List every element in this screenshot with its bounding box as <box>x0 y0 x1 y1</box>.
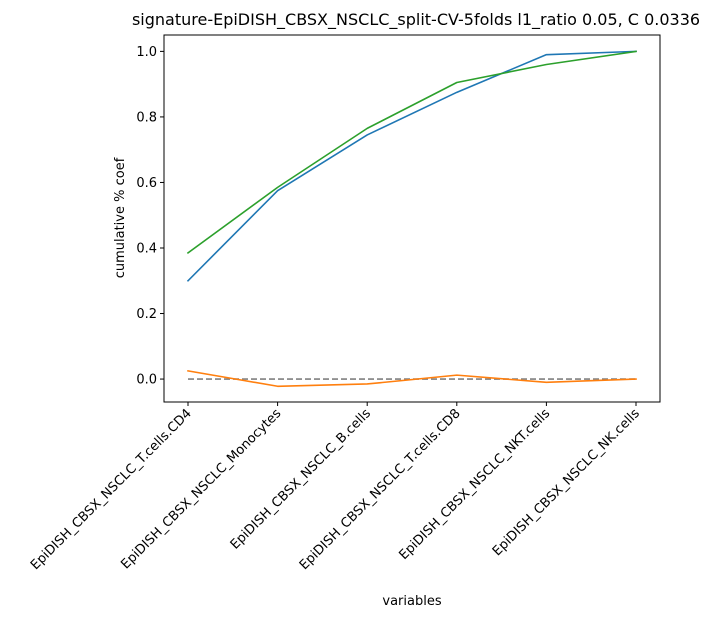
plot-frame <box>163 34 661 403</box>
y-tick-label: 1.0 <box>136 45 157 60</box>
x-tick-label: EpiDISH_CBSX_NSCLC_Monocytes <box>118 406 284 572</box>
y-tick-label: 0.4 <box>136 241 157 256</box>
series-line-1 <box>186 50 637 282</box>
y-axis-label: cumulative % coef <box>113 157 128 278</box>
x-tick-label: EpiDISH_CBSX_NSCLC_T.cells.CD8 <box>297 406 464 573</box>
y-tick-label: 0.2 <box>136 307 157 322</box>
y-tick-label: 0.8 <box>136 110 157 125</box>
x-axis-label: variables <box>382 594 441 609</box>
x-tick-label: EpiDISH_CBSX_NSCLC_NKT.cells <box>396 406 553 563</box>
y-tick-label: 0.0 <box>136 373 157 388</box>
x-tick-label: EpiDISH_CBSX_NSCLC_B.cells <box>228 406 374 552</box>
series-line-2 <box>187 369 637 388</box>
plot-area: 0.0 0.2 0.4 0.6 0.8 1.0 EpiDISH_CBSX_NSCLC_T.c… <box>28 34 661 573</box>
chart-title: signature-EpiDISH_CBSX_NSCLC_split-CV-5f… <box>132 10 700 30</box>
series-line-3 <box>186 50 637 255</box>
x-tick-label: EpiDISH_CBSX_NSCLC_T.cells.CD4 <box>28 406 195 573</box>
x-tick-label: EpiDISH_CBSX_NSCLC_NK.cells <box>490 406 643 559</box>
y-tick-label: 0.6 <box>136 176 157 191</box>
